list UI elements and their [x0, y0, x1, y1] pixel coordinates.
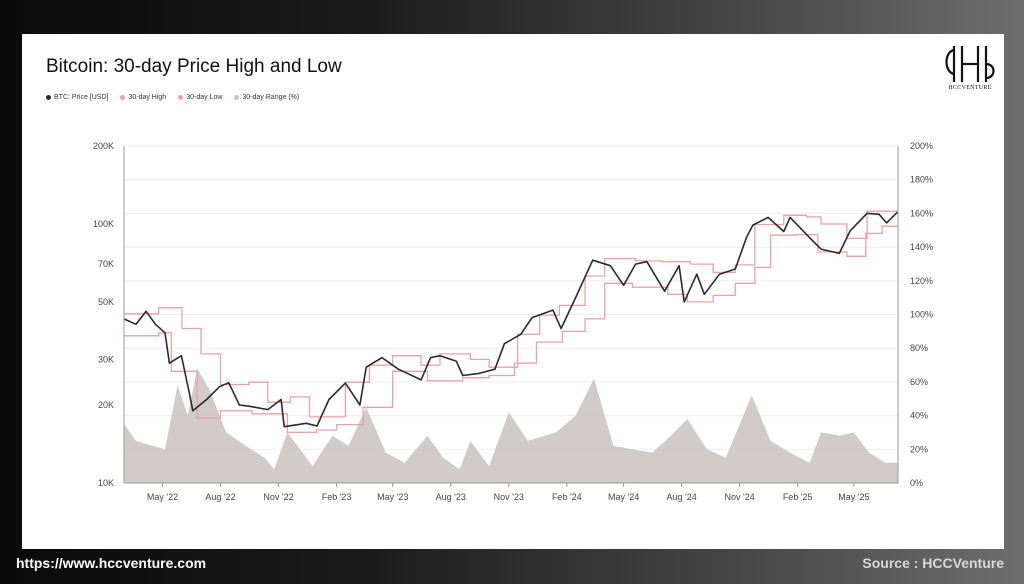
x-axis-tick-label: May '25 — [838, 492, 869, 502]
x-axis-tick-label: Feb '25 — [783, 492, 813, 502]
right-axis-tick-label: 120% — [910, 276, 933, 286]
legend-label-range: 30-day Range (%) — [242, 94, 300, 101]
right-axis-tick-label: 200% — [910, 141, 933, 151]
left-axis-tick-label: 200K — [93, 141, 114, 151]
x-axis-tick-label: Aug '22 — [205, 492, 235, 502]
x-axis-tick-label: May '22 — [147, 492, 178, 502]
legend-dot-price — [46, 95, 51, 100]
legend-label-price: BTC: Price [USD] — [54, 94, 109, 101]
price-layer — [123, 211, 898, 428]
footer-source: Source : HCCVenture — [862, 555, 1004, 571]
legend-item-high: 30-day High — [120, 94, 166, 101]
right-axis-tick-label: 60% — [910, 377, 928, 387]
left-axis-tick-label: 30K — [98, 354, 114, 364]
logo-mark-icon — [945, 46, 995, 82]
x-axis-tick-label: May '24 — [608, 492, 639, 502]
legend-dot-high — [120, 95, 126, 100]
legend-item-price: BTC: Price [USD] — [46, 94, 108, 101]
high-low-layer — [124, 210, 899, 433]
legend-dot-low — [178, 95, 184, 100]
range-area-layer — [124, 368, 898, 483]
right-axis-tick-label: 160% — [910, 208, 933, 218]
right-axis-tick-label: 180% — [910, 175, 933, 185]
x-axis-tick-label: Aug '23 — [436, 492, 466, 502]
left-axis-tick-label: 100K — [93, 219, 114, 229]
left-axis-tick-label: 20K — [98, 400, 114, 410]
hccventure-logo: HCCVENTURE — [940, 42, 1000, 94]
legend-label-high: 30-day High — [128, 94, 167, 101]
left-axis-tick-label: 10K — [98, 478, 114, 488]
x-axis-tick-label: Nov '23 — [494, 492, 524, 502]
chart-canvas: 0% 20% 40% 60% 80% 100% 120% 140% 160% 180% 200% 10… — [93, 141, 933, 502]
right-axis-tick-label: 80% — [910, 343, 928, 353]
right-axis-tick-label: 100% — [910, 310, 933, 320]
series-btc-price-line — [123, 211, 898, 428]
legend-label-low: 30-day Low — [186, 94, 223, 101]
x-axis-tick-label: Nov '22 — [263, 492, 293, 502]
legend-dot-range — [234, 95, 240, 100]
x-axis-tick-label: Feb '23 — [322, 492, 352, 502]
chart-title: Bitcoin: 30-day Price High and Low — [46, 56, 342, 77]
logo-text: HCCVENTURE — [948, 85, 992, 91]
x-axis-tick-label: Aug '24 — [667, 492, 697, 502]
series-30-day-high-line — [124, 210, 898, 418]
right-axis-tick-label: 20% — [910, 444, 928, 454]
x-axis-tick-label: May '23 — [377, 492, 408, 502]
x-axis-tick-label: Feb '24 — [552, 492, 582, 502]
x-axis-tick-label: Nov '24 — [725, 492, 755, 502]
series-30-day-range-area — [124, 368, 898, 483]
right-axis-tick-label: 140% — [910, 242, 933, 252]
footer-url[interactable]: https://www.hccventure.com — [16, 555, 207, 571]
left-axis-tick-label: 50K — [98, 297, 114, 307]
legend-item-range: 30-day Range (%) — [234, 94, 299, 101]
chart-legend: BTC: Price [USD] 30-day High 30-day Low … — [46, 94, 299, 101]
series-30-day-low-line — [124, 225, 899, 433]
right-axis-tick-label: 40% — [910, 411, 928, 421]
right-axis-tick-label: 0% — [910, 478, 923, 488]
legend-item-low: 30-day Low — [178, 94, 222, 101]
chart-card: Bitcoin: 30-day Price High and Low BTC: … — [22, 34, 1004, 549]
axis-layer: 0% 20% 40% 60% 80% 100% 120% 140% 160% 180% 200% 10… — [93, 141, 933, 502]
left-axis-tick-label: 70K — [98, 259, 114, 269]
